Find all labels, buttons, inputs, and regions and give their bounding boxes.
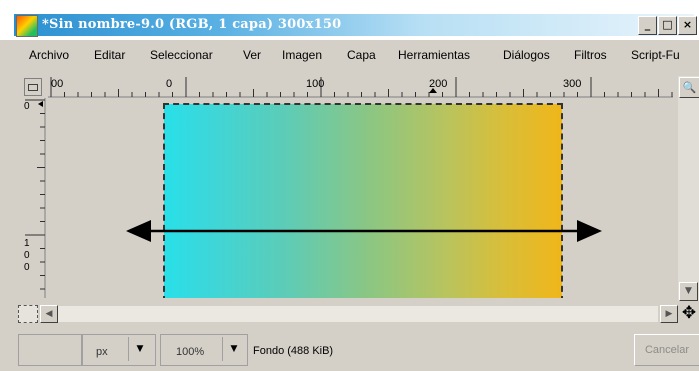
ruler-v-label: 1	[24, 238, 30, 249]
ruler-h-label: 100	[306, 78, 324, 90]
menu-capa[interactable]: Capa	[347, 48, 376, 62]
menu-editar[interactable]: Editar	[94, 48, 126, 62]
title-bar-gradient	[14, 14, 694, 36]
title-bar	[0, 0, 699, 40]
zoom-icon[interactable]: 🔍	[679, 77, 699, 98]
navigate-icon[interactable]: ✥	[681, 303, 697, 323]
ruler-h-label: 0	[166, 78, 172, 90]
zoom-value: 100%	[176, 346, 205, 358]
ruler-h-label: 300	[563, 78, 581, 90]
ruler-v-label: 0	[24, 101, 30, 112]
horizontal-scrollbar[interactable]	[58, 306, 658, 322]
horizontal-ruler: 00 0 100 200 300	[48, 76, 673, 98]
menu-filtros[interactable]: Filtros	[574, 48, 607, 62]
cancel-button[interactable]: Cancelar	[634, 334, 699, 366]
unit-select[interactable]	[82, 334, 156, 366]
layer-status-label: Fondo (488 KiB)	[253, 345, 334, 357]
canvas-area[interactable]	[48, 98, 675, 298]
menu-dialogos[interactable]: Diálogos	[503, 48, 550, 62]
vertical-ruler: 0 1 0 0	[22, 98, 46, 298]
scroll-left-icon[interactable]: ◀	[40, 305, 58, 323]
window-title: *Sin nombre-9.0 (RGB, 1 capa) 300x150	[42, 17, 342, 32]
close-button[interactable]: ×	[678, 16, 697, 35]
unit-value: px	[96, 346, 108, 358]
minimize-button[interactable]: _	[638, 16, 657, 35]
menu-seleccionar[interactable]: Seleccionar	[150, 48, 213, 62]
vertical-scrollbar[interactable]	[678, 76, 699, 301]
menu-bar: Archivo Editar Seleccionar Ver Imagen Ca…	[14, 40, 699, 66]
menu-archivo[interactable]: Archivo	[29, 48, 70, 62]
menu-script-fu[interactable]: Script-Fu	[631, 48, 680, 62]
menu-herramientas[interactable]: Herramientas	[398, 48, 471, 62]
ruler-v-label: 0	[24, 262, 30, 273]
ruler-h-label: 200	[429, 78, 447, 90]
quickmask-icon[interactable]	[18, 305, 38, 323]
menu-imagen[interactable]: Imagen	[282, 48, 323, 62]
arrow-icon	[126, 220, 602, 242]
chevron-down-icon[interactable]: ▼	[222, 337, 245, 361]
pointer-coordinates	[18, 334, 82, 366]
chevron-down-icon[interactable]: ▼	[128, 337, 151, 361]
scroll-right-icon[interactable]: ▶	[660, 305, 678, 323]
ruler-corner-button[interactable]	[24, 78, 42, 96]
ruler-h-label: 00	[51, 78, 63, 90]
zoom-select[interactable]	[160, 334, 248, 366]
image-canvas[interactable]	[163, 103, 563, 298]
menu-ver[interactable]: Ver	[243, 48, 262, 62]
maximize-button[interactable]: □	[658, 16, 677, 35]
scroll-down-icon[interactable]: ▼	[679, 282, 698, 301]
app-icon	[16, 15, 38, 37]
ruler-v-label: 0	[24, 250, 30, 261]
